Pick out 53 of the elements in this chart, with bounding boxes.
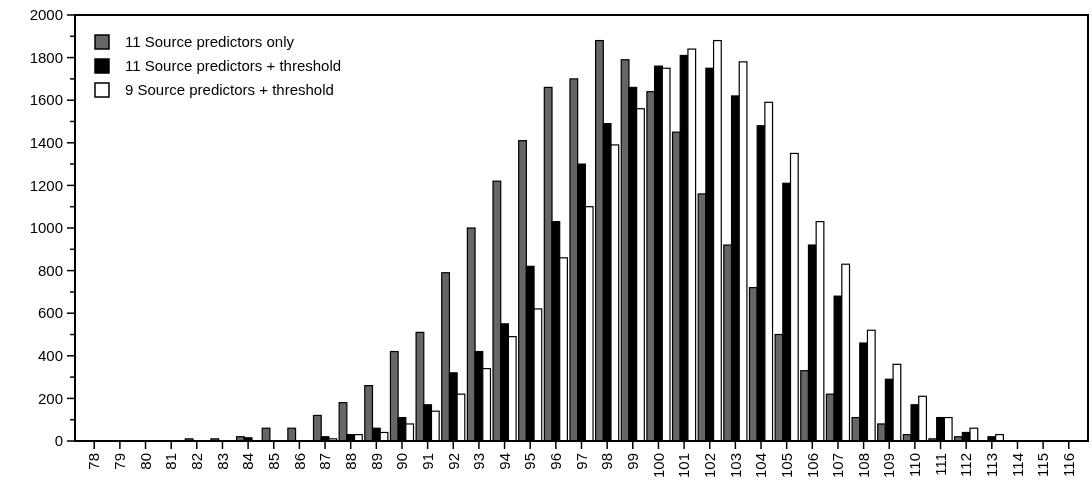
x-tick-label: 96 <box>547 453 565 470</box>
x-tick-label: 115 <box>1034 453 1052 477</box>
y-tick-label: 1800 <box>29 48 63 66</box>
x-tick-label: 112 <box>957 453 975 477</box>
x-tick-label: 81 <box>162 453 180 470</box>
x-tick-label: 106 <box>803 453 821 479</box>
x-tick-label: 100 <box>649 453 667 479</box>
x-tick-label: 109 <box>880 453 898 479</box>
y-tick-label: 1400 <box>29 134 63 152</box>
y-tick-label: 800 <box>37 261 63 279</box>
y-tick-label: 0 <box>54 432 63 450</box>
x-tick-label: 101 <box>675 453 693 479</box>
x-tick-label: 82 <box>188 453 206 470</box>
x-tick-label: 95 <box>521 453 539 470</box>
x-tick-label: 116 <box>1060 453 1078 477</box>
x-tick-label: 98 <box>598 453 616 470</box>
x-tick-label: 103 <box>726 453 744 479</box>
x-tick-label: 113 <box>983 453 1001 477</box>
x-tick-label: 78 <box>85 453 103 470</box>
x-tick-label: 80 <box>136 453 154 470</box>
x-tick-label: 94 <box>495 453 513 470</box>
x-tick-label: 90 <box>393 453 411 470</box>
x-tick-label: 87 <box>316 453 334 470</box>
y-tick-label: 2000 <box>29 6 63 24</box>
x-tick-label: 99 <box>624 453 642 470</box>
x-tick-label: 79 <box>111 453 129 470</box>
x-tick-label: 89 <box>367 453 385 470</box>
x-tick-label: 91 <box>418 453 436 470</box>
legend-label: 11 Source predictors only <box>125 33 295 51</box>
x-tick-label: 93 <box>470 453 488 470</box>
x-tick-label: 83 <box>213 453 231 470</box>
x-tick-label: 111 <box>931 453 949 476</box>
x-tick-label: 105 <box>777 453 795 479</box>
x-tick-label: 102 <box>700 453 718 479</box>
x-tick-label: 108 <box>854 453 872 479</box>
y-tick-label: 1000 <box>29 219 63 237</box>
x-tick-label: 107 <box>829 453 847 479</box>
y-tick-label: 600 <box>37 304 63 322</box>
y-tick-label: 200 <box>37 389 63 407</box>
legend-label: 9 Source predictors + threshold <box>125 81 334 99</box>
y-tick-label: 1600 <box>29 91 63 109</box>
legend-label: 11 Source predictors + threshold <box>125 57 342 75</box>
x-tick-label: 86 <box>290 453 308 470</box>
x-tick-label: 110 <box>906 453 924 477</box>
x-tick-label: 85 <box>265 453 282 470</box>
y-tick-label: 400 <box>37 347 63 365</box>
x-tick-label: 84 <box>239 453 257 470</box>
x-tick-label: 88 <box>341 453 359 470</box>
x-tick-label: 92 <box>444 453 462 470</box>
x-tick-label: 104 <box>752 453 770 479</box>
x-tick-label: 97 <box>572 453 590 470</box>
y-tick-label: 1200 <box>29 176 63 194</box>
x-tick-label: 114 <box>1008 453 1026 477</box>
